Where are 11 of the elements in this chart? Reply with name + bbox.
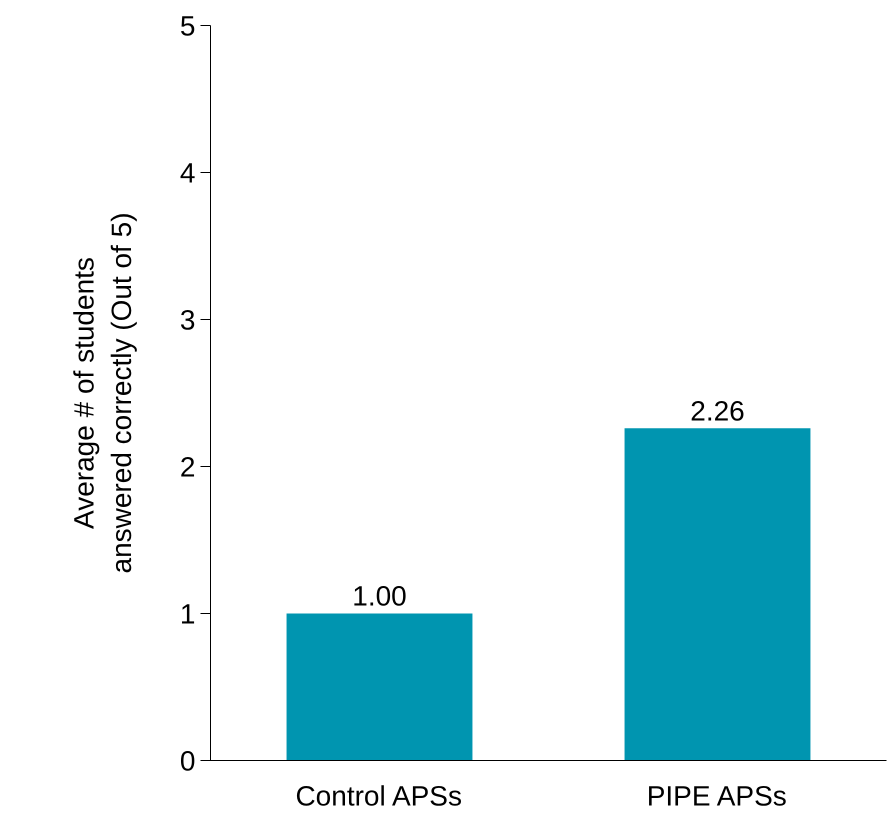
y-tick-label: 4 <box>180 158 196 188</box>
y-tick-label: 3 <box>180 304 196 336</box>
y-tick-label: 1 <box>180 598 196 630</box>
x-tick-label: Control APSs <box>295 780 462 812</box>
y-tick-label: 2 <box>180 452 196 482</box>
data-label: 2.26 <box>690 395 745 426</box>
y-tick-label: 0 <box>180 746 196 776</box>
y-axis-title: Average # of students answered correctly (Out of 5) <box>68 212 137 574</box>
y-tick-label: 5 <box>180 10 196 42</box>
data-label: 1.00 <box>352 580 407 612</box>
x-tick-label: PIPE APSs <box>646 780 787 812</box>
